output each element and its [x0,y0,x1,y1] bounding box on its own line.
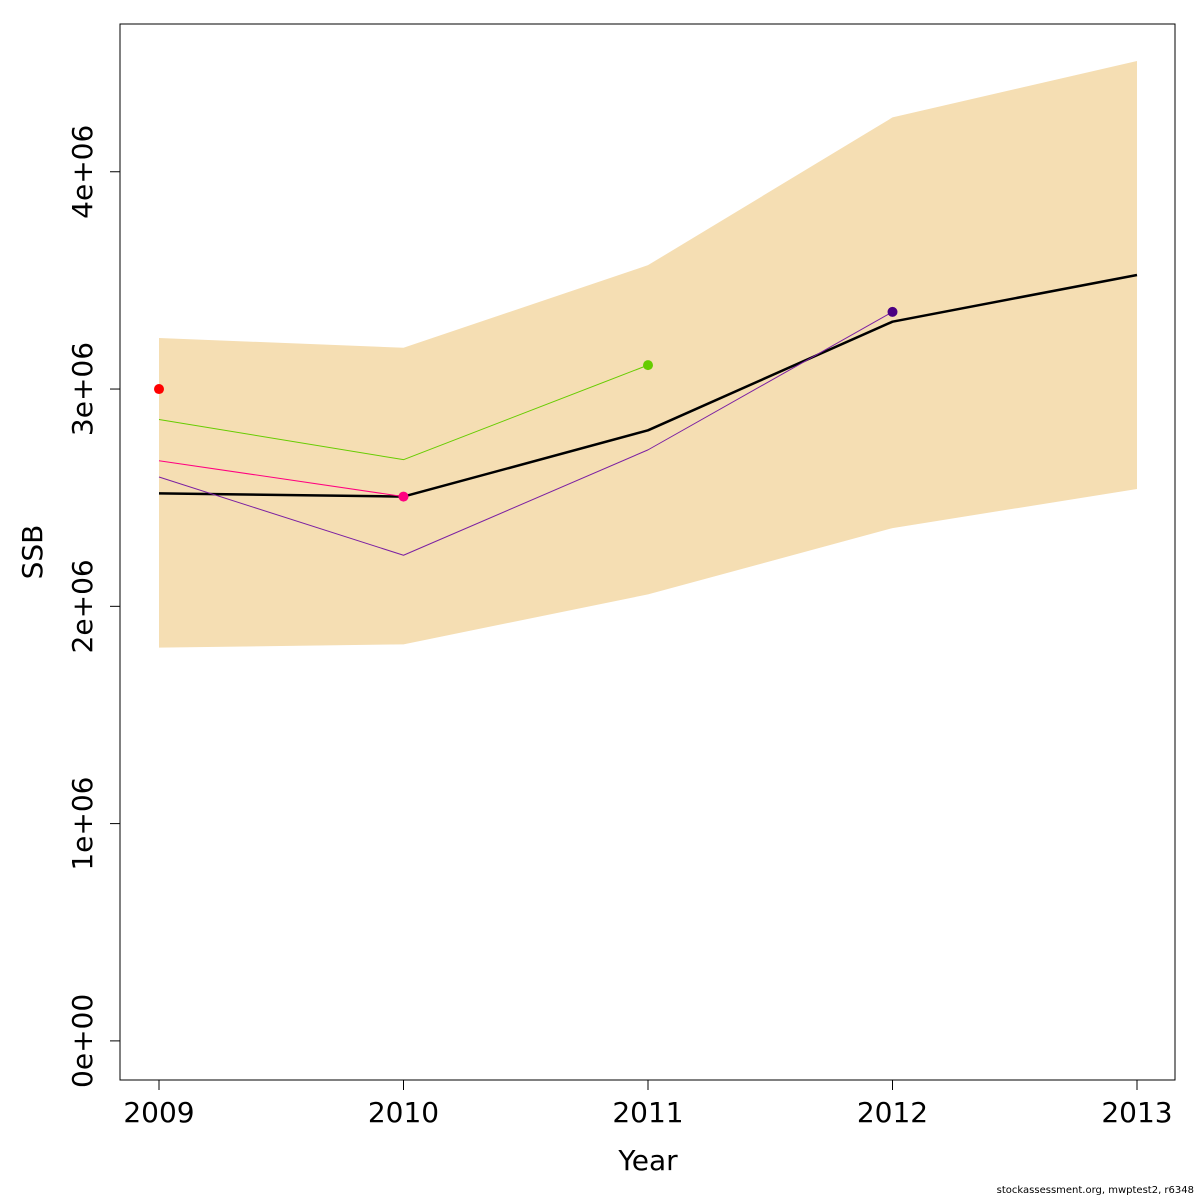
x-tick-label: 2011 [612,1096,683,1129]
y-tick-label: 0e+00 [66,994,99,1088]
y-tick-label: 2e+06 [66,559,99,653]
x-tick-label: 2010 [368,1096,439,1129]
confidence-band [159,60,1137,648]
x-tick-label: 2009 [123,1096,194,1129]
retro-line-2 [158,460,404,498]
x-tick-label: 2012 [857,1096,928,1129]
retro-end-point-1 [643,360,653,371]
x-tick-label: 2013 [1101,1096,1172,1129]
retro-end-point-2 [398,491,409,502]
y-tick-label: 3e+06 [66,342,99,436]
retro-line-3 [158,311,893,556]
confidence-band-layer [159,60,1137,648]
retro-line-1 [158,364,649,461]
retro-end-point-3 [887,306,898,317]
y-tick-label: 4e+06 [66,125,99,219]
ssb-estimate-line [158,273,1138,498]
y-tick-label: 1e+06 [66,777,99,871]
series-layer [154,273,1138,556]
footer-note: stockassessment.org, mwptest2, r6348 [996,1185,1194,1196]
x-axis-title: Year [617,1144,678,1177]
retro-end-point-4 [154,384,164,395]
y-axis-title: SSB [16,525,49,580]
axes-layer: 2009 2010 2011 2012 2013 0e+00 1e+06 2e+06 3e+06… [66,125,1173,1129]
